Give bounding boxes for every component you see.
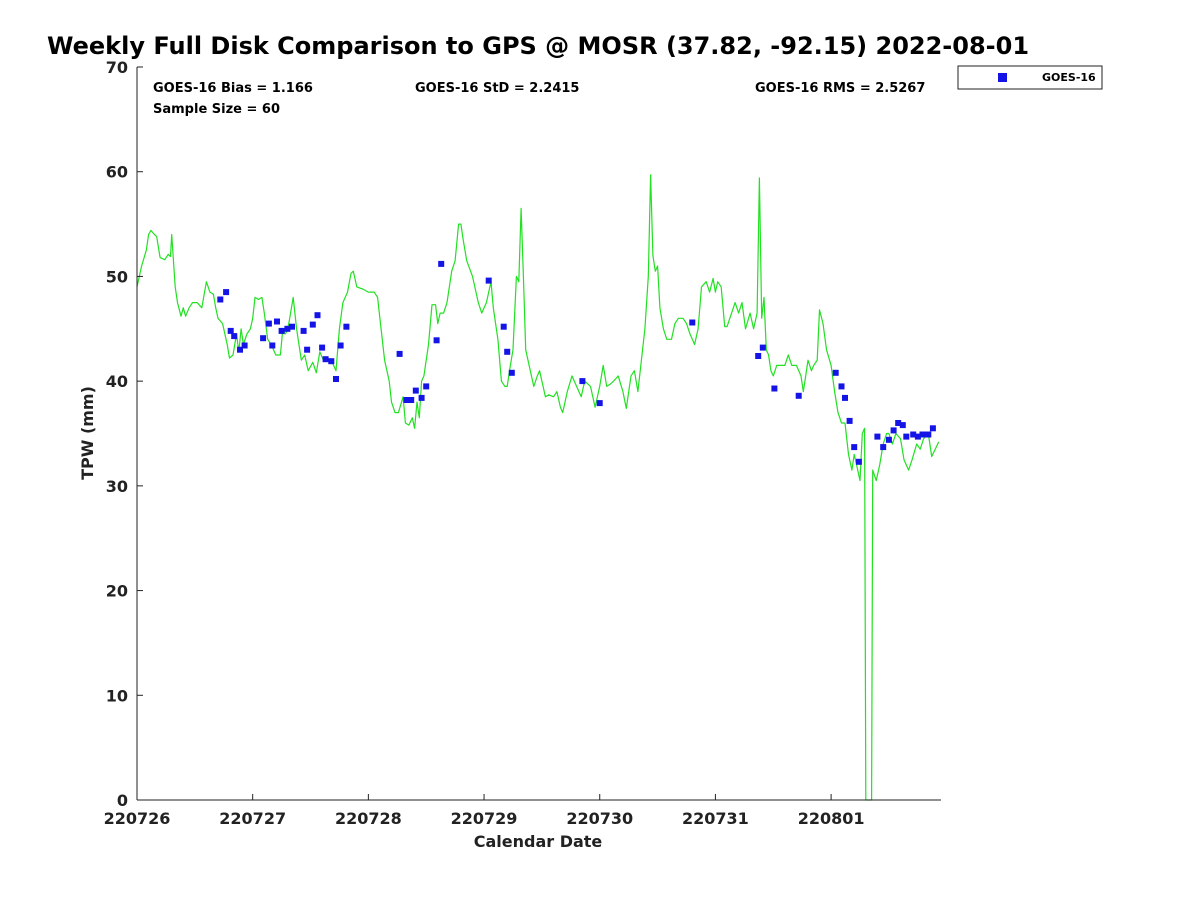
goes16-point — [423, 383, 430, 390]
goes16-point — [278, 327, 285, 334]
goes16-point — [755, 353, 762, 359]
y-tick-label: 70 — [106, 58, 128, 77]
goes16-point — [319, 344, 326, 351]
chart-title: Weekly Full Disk Comparison to GPS @ MOS… — [47, 32, 1029, 60]
goes16-point — [304, 346, 311, 353]
goes16-point — [328, 358, 335, 365]
goes16-point — [227, 327, 234, 334]
goes16-point — [890, 427, 897, 434]
goes16-point — [832, 369, 839, 376]
goes16-point — [759, 344, 766, 351]
x-tick-label: 220801 — [798, 809, 865, 828]
goes16-point — [596, 400, 603, 407]
gps-line — [136, 174, 940, 801]
legend-marker-goes16 — [998, 73, 1007, 82]
goes16-point — [412, 387, 419, 394]
plot-area: 220726 220727 220728 220729 220730 220731 2208… — [104, 58, 941, 828]
goes16-point — [485, 277, 492, 284]
goes16-point — [925, 431, 932, 438]
goes16-point — [333, 376, 339, 382]
goes16-point — [241, 342, 248, 349]
y-tick-label: 30 — [106, 477, 128, 496]
goes16-point — [231, 333, 238, 340]
goes16-point — [504, 348, 511, 355]
goes16-point — [851, 444, 858, 451]
plot-background — [137, 67, 941, 800]
goes16-point — [418, 394, 425, 401]
x-tick-label: 220726 — [104, 809, 171, 828]
x-tick-label: 220727 — [219, 809, 286, 828]
y-tick-label: 20 — [106, 582, 128, 601]
goes16-point — [408, 397, 415, 403]
goes16-point — [260, 335, 267, 342]
goes16-point — [895, 420, 902, 426]
y-axis-label: TPW (mm) — [78, 386, 97, 480]
y-tick-label: 0 — [117, 791, 128, 810]
goes16-point — [223, 289, 230, 296]
gps-series — [136, 174, 940, 801]
goes16-point — [579, 378, 586, 385]
legend-box — [957, 65, 1103, 90]
goes16-point — [343, 323, 350, 330]
goes16-point — [433, 337, 440, 344]
goes16-point — [403, 397, 410, 403]
goes16-point — [914, 433, 921, 440]
goes16-point — [903, 433, 910, 440]
goes16-point — [508, 369, 515, 376]
x-tick-label: 220728 — [335, 809, 402, 828]
std-stat: GOES-16 StD = 2.2415 — [415, 81, 579, 96]
goes16-point — [337, 342, 344, 349]
goes16-point — [300, 327, 307, 334]
goes16-point — [842, 394, 848, 401]
legend: GOES-16 — [957, 65, 1103, 90]
goes16-point — [885, 436, 892, 443]
goes16-point — [309, 321, 316, 328]
x-axis-ticks: 220726 220727 220728 220729 220730 220731 2208… — [104, 794, 865, 828]
x-axis-label: Calendar Date — [474, 832, 603, 851]
goes16-point — [846, 417, 853, 424]
goes16-point — [289, 323, 295, 330]
y-tick-label: 40 — [106, 372, 128, 391]
goes16-point — [314, 312, 321, 319]
goes16-point — [874, 433, 881, 440]
goes16-point — [284, 325, 291, 332]
goes16-point — [771, 385, 778, 392]
goes16-point — [689, 319, 696, 326]
goes16-point — [919, 431, 926, 438]
goes16-point — [929, 425, 936, 432]
goes16-point — [438, 260, 445, 267]
goes16-series — [217, 260, 936, 465]
goes16-point — [500, 323, 507, 330]
goes16-point — [795, 392, 802, 399]
rms-stat: GOES-16 RMS = 2.5267 — [755, 81, 925, 96]
legend-label-goes16: GOES-16 — [1042, 71, 1096, 84]
goes16-point — [880, 444, 887, 451]
y-tick-label: 60 — [106, 163, 128, 182]
x-tick-label: 220729 — [451, 809, 518, 828]
goes16-point — [910, 431, 917, 438]
goes16-point — [269, 342, 276, 349]
sample-size-stat: Sample Size = 60 — [153, 102, 280, 117]
goes16-point — [265, 320, 272, 327]
goes16-point — [899, 422, 906, 429]
y-tick-label: 50 — [106, 267, 128, 286]
goes16-point — [237, 346, 243, 353]
goes16-point — [838, 383, 845, 390]
goes16-point — [217, 296, 224, 303]
x-tick-label: 220731 — [682, 809, 749, 828]
x-tick-label: 220730 — [566, 809, 633, 828]
goes16-point — [322, 356, 329, 363]
bias-stat: GOES-16 Bias = 1.166 — [153, 81, 313, 96]
y-tick-label: 10 — [106, 686, 128, 705]
y-axis-ticks: 0 10 20 30 40 50 60 70 — [106, 58, 143, 810]
goes16-point — [274, 318, 280, 325]
goes16-point — [855, 458, 862, 465]
goes16-point — [396, 350, 403, 357]
